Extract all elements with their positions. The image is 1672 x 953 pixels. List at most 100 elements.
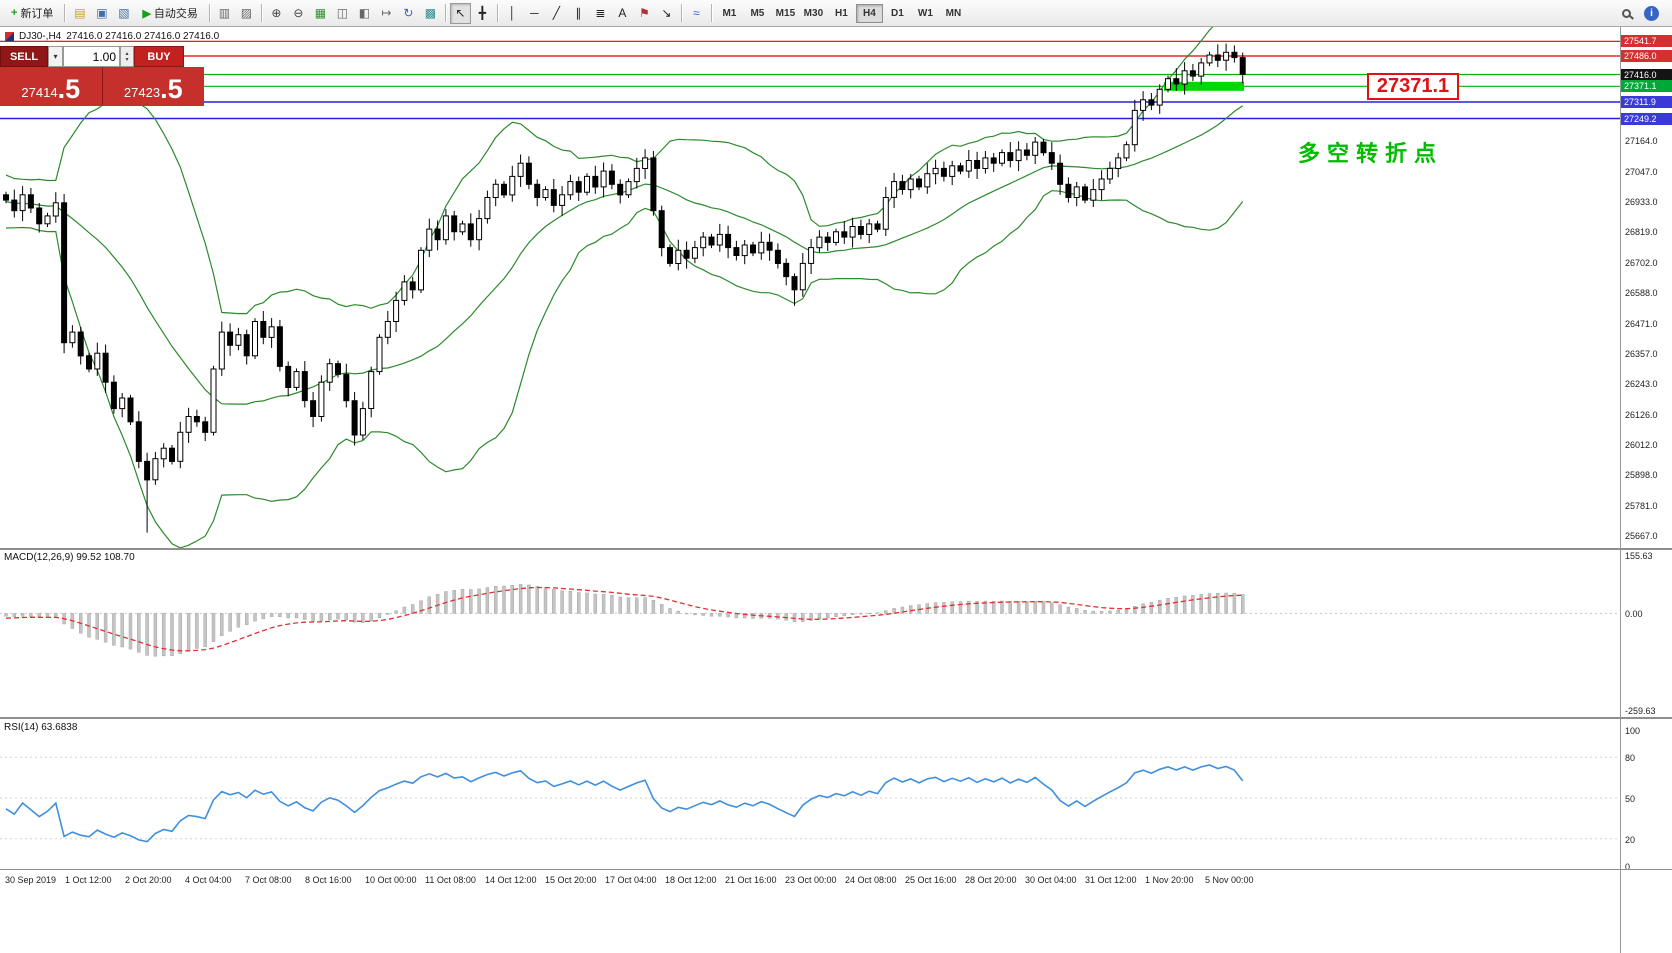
- timeframe-w1-button[interactable]: W1: [912, 4, 939, 23]
- time-axis-label: 17 Oct 04:00: [605, 875, 657, 885]
- templates-icon[interactable]: ▩: [420, 3, 441, 24]
- scale-label: 80: [1625, 753, 1636, 764]
- chart-shift-icon[interactable]: ↦: [376, 3, 397, 24]
- zoom-out-icon[interactable]: ⊖: [288, 3, 309, 24]
- arrows-icon[interactable]: ↘: [656, 3, 677, 24]
- grid-icon[interactable]: ▦: [310, 3, 331, 24]
- toolbar-separator: [496, 4, 498, 22]
- one-click-trading-panel: SELL ▾ ▴▾ BUY 27414.5 27423.5: [0, 46, 204, 106]
- scale-label: 26012.0: [1625, 440, 1658, 450]
- price-level-label: 27311.9: [1621, 96, 1672, 108]
- navigator-icon[interactable]: ▧: [113, 3, 134, 24]
- toolbar-separator: [64, 4, 66, 22]
- cursor-icon[interactable]: ↖: [449, 2, 471, 24]
- zoom-in-icon[interactable]: ⊕: [266, 3, 287, 24]
- time-axis-label: 28 Oct 20:00: [965, 875, 1017, 885]
- fibonacci-icon[interactable]: ≣: [590, 3, 611, 24]
- time-axis-label: 4 Oct 04:00: [185, 875, 232, 885]
- scale-label: 26471.0: [1625, 318, 1658, 329]
- macd-chart-canvas[interactable]: [0, 550, 1620, 717]
- sell-button[interactable]: SELL: [0, 46, 48, 67]
- time-axis-label: 1 Nov 20:00: [1145, 875, 1194, 885]
- timeframe-m5-button[interactable]: M5: [744, 4, 771, 23]
- price-level-label: 27416.0: [1621, 68, 1672, 81]
- price-callout-label[interactable]: 27371.1: [1367, 73, 1459, 100]
- macd-indicator-label: MACD(12,26,9) 99.52 108.70: [4, 552, 135, 563]
- timeframe-h1-button[interactable]: H1: [828, 4, 855, 23]
- chart-symbol-period: DJ30-,H4: [19, 31, 62, 42]
- timeframe-h4-button[interactable]: H4: [855, 3, 883, 23]
- time-axis-label: 15 Oct 20:00: [545, 875, 597, 885]
- cascade-windows-icon[interactable]: ◧: [354, 3, 375, 24]
- time-axis-label: 10 Oct 00:00: [365, 875, 417, 885]
- horizontal-line-icon[interactable]: ─: [524, 3, 545, 24]
- time-axis-label: 1 Oct 12:00: [65, 875, 112, 885]
- buy-price[interactable]: 27423.5: [103, 67, 205, 106]
- scale-label: 26588.0: [1625, 288, 1658, 298]
- price-chart-canvas[interactable]: [0, 27, 1620, 548]
- toolbar-separator: [208, 4, 210, 22]
- scale-label: 25667.0: [1625, 531, 1658, 542]
- volume-stepper[interactable]: ▴ ▾: [120, 46, 134, 67]
- timeframe-d1-button[interactable]: D1: [884, 4, 911, 23]
- rsi-chart-canvas[interactable]: [0, 719, 1620, 869]
- scale-label: 25898.0: [1625, 470, 1658, 481]
- new-order-button[interactable]: + 新订单: [4, 3, 60, 24]
- trendline-icon[interactable]: ╱: [546, 3, 567, 24]
- crosshair-icon[interactable]: ╋: [472, 3, 493, 24]
- scale-label: 26243.0: [1625, 379, 1658, 390]
- buy-button[interactable]: BUY: [134, 46, 184, 67]
- time-axis[interactable]: 30 Sep 2019 1 Oct 12:00 2 Oct 20:00 4 Oct 0…: [0, 870, 1620, 896]
- auto-trading-button[interactable]: ▶ 自动交易: [135, 3, 204, 24]
- profiles-icon[interactable]: ▨: [236, 3, 257, 24]
- scale-label: 26357.0: [1625, 349, 1658, 359]
- toolbar-right-group: i: [1616, 3, 1668, 24]
- panel-separator[interactable]: [0, 717, 1672, 719]
- market-watch-icon[interactable]: ▤: [69, 3, 90, 24]
- scale-label: -259.63: [1625, 706, 1656, 717]
- scale-label: 100: [1625, 726, 1641, 736]
- vertical-line-icon[interactable]: │: [502, 3, 523, 24]
- time-axis-label: 23 Oct 00:00: [785, 875, 837, 885]
- scale-label: 26126.0: [1625, 409, 1658, 420]
- volume-dropdown-button[interactable]: ▾: [48, 46, 63, 67]
- new-chart-icon[interactable]: ▥: [214, 3, 235, 24]
- time-axis-label: 24 Oct 08:00: [845, 875, 897, 885]
- indicators-icon[interactable]: ≈: [686, 3, 707, 24]
- data-window-icon[interactable]: ▣: [91, 3, 112, 24]
- panel-separator: [0, 869, 1672, 870]
- time-axis-label: 5 Nov 00:00: [1205, 875, 1254, 885]
- label-icon[interactable]: ⚑: [634, 3, 655, 24]
- chevron-down-icon: ▾: [53, 52, 58, 61]
- buy-price-frac: .5: [160, 74, 183, 104]
- scale-label: 26819.0: [1625, 227, 1658, 237]
- timeframe-m30-button[interactable]: M30: [800, 4, 827, 23]
- scale-label: 50: [1625, 794, 1636, 804]
- time-axis-label: 14 Oct 12:00: [485, 875, 537, 885]
- timeframe-m1-button[interactable]: M1: [716, 4, 743, 23]
- toolbar-separator: [680, 4, 682, 22]
- chart-annotation-text[interactable]: 多空转折点: [1298, 141, 1444, 166]
- time-axis-label: 11 Oct 08:00: [425, 875, 476, 885]
- time-axis-label: 7 Oct 08:00: [245, 875, 292, 885]
- new-order-icon: +: [11, 7, 18, 19]
- panel-separator[interactable]: [0, 548, 1672, 550]
- text-icon[interactable]: A: [612, 3, 633, 24]
- sell-price-frac: .5: [57, 74, 81, 104]
- auto-trading-icon: ▶: [142, 7, 151, 20]
- auto-scroll-icon[interactable]: ↻: [398, 3, 419, 24]
- sell-price[interactable]: 27414.5: [0, 67, 102, 106]
- toolbar: + 新订单 ▤ ▣ ▧ ▶ 自动交易 ▥ ▨ ⊕ ⊖ ▦ ◫ ◧ ↦ ↻ ▩ ↖ ╋ │ ─ ╱ ∥ ≣ A ⚑ ↘ ≈ M1 M5 M15…: [0, 0, 1672, 27]
- volume-input[interactable]: [63, 46, 120, 67]
- price-divider: [101, 67, 103, 106]
- scale-label: 155.63: [1625, 551, 1653, 562]
- timeframe-mn-button[interactable]: MN: [940, 4, 967, 23]
- channel-icon[interactable]: ∥: [568, 3, 589, 24]
- help-icon[interactable]: i: [1641, 3, 1662, 24]
- spin-up-icon: ▴: [125, 50, 129, 57]
- time-axis-label: 8 Oct 16:00: [305, 875, 352, 885]
- search-icon[interactable]: [1616, 3, 1637, 24]
- tile-windows-icon[interactable]: ◫: [332, 3, 353, 24]
- timeframe-m15-button[interactable]: M15: [772, 4, 799, 23]
- price-scale-column[interactable]: 27164.0 27047.0 26933.0 26819.0 26702.0 26588…: [1620, 27, 1672, 953]
